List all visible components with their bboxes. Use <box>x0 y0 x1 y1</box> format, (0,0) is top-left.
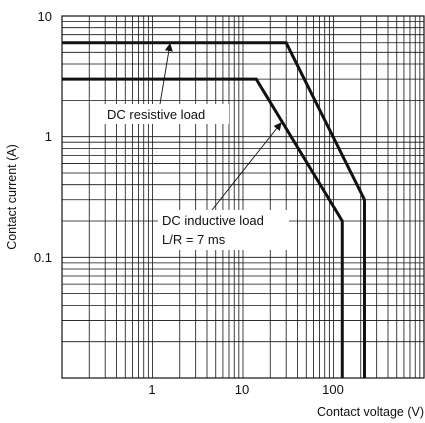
inductive-load-label-line-2: L/R = 7 ms <box>162 232 226 247</box>
y-tick-labels: 10 1 0.1 <box>34 9 52 265</box>
resistive-load-label-bg <box>103 104 229 124</box>
x-axis-label: Contact voltage (V) <box>317 405 424 419</box>
x-tick-label: 10 <box>235 382 249 397</box>
plot-frame <box>61 15 425 379</box>
x-tick-labels: 1 10 100 <box>148 382 343 397</box>
x-tick-label: 1 <box>148 382 155 397</box>
grid <box>62 16 424 378</box>
y-tick-label: 0.1 <box>34 250 52 265</box>
series-line-dc-inductive-load <box>62 77 344 378</box>
inductive-load-pointer <box>211 122 282 211</box>
inductive-load-label-line-1: DC inductive load <box>162 213 264 228</box>
x-tick-label: 100 <box>322 382 344 397</box>
series-line-dc-resistive-load <box>62 41 366 378</box>
inductive-load-label-bg <box>158 210 289 250</box>
resistive-load-label: DC resistive load <box>107 107 205 122</box>
y-tick-label: 1 <box>45 129 52 144</box>
y-axis-label: Contact current (A) <box>5 144 19 250</box>
curves <box>62 41 366 378</box>
resistive-load-pointer <box>159 43 173 105</box>
y-tick-label: 10 <box>38 9 52 24</box>
annotations: DC resistive load DC inductive load L/R … <box>103 43 289 250</box>
